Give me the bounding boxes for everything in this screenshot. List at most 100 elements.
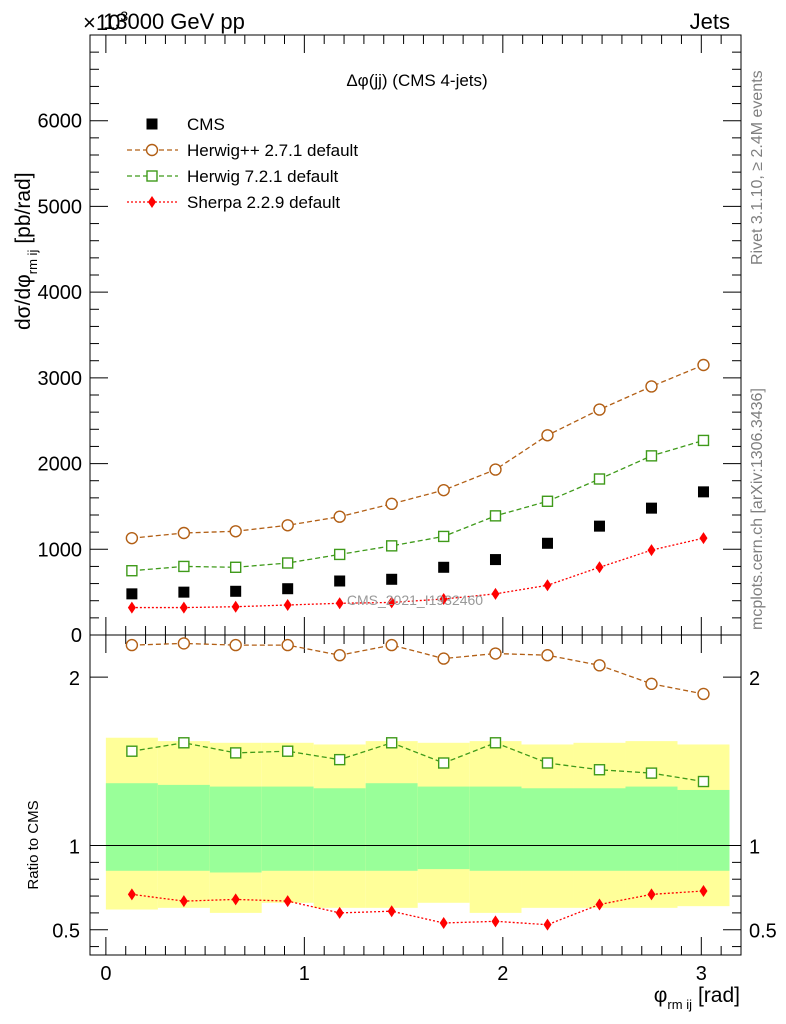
band-inner-bin <box>573 788 626 871</box>
ratio-data-point <box>595 898 604 911</box>
data-point <box>647 544 656 557</box>
mcplots-label: mcplots.cern.ch [arXiv:1306.3436] <box>749 388 766 630</box>
series-line <box>131 537 704 609</box>
watermark-label: CMS_2021_I1932460 <box>347 592 483 608</box>
data-point <box>385 540 398 552</box>
ratio-data-point <box>333 753 346 766</box>
ratio-data-point <box>439 917 448 929</box>
ratio-data-point <box>178 737 190 749</box>
band-inner-bin <box>469 786 522 871</box>
data-point <box>178 586 190 598</box>
x-tick-label: 1 <box>299 963 310 985</box>
x-axis-label: φrm ij [rad] <box>654 984 740 1012</box>
ratio-data-point <box>489 647 502 660</box>
legend-marker <box>145 143 159 157</box>
ratio-y-tick-label: 2 <box>69 668 80 690</box>
data-point <box>541 429 554 442</box>
band-inner-bin <box>261 786 314 871</box>
ratio-data-point <box>229 747 242 759</box>
multiplier-label: ×103 <box>83 8 128 35</box>
ratio-data-point <box>593 659 606 672</box>
ratio-series-line <box>131 642 704 695</box>
data-point <box>335 597 344 610</box>
data-point <box>543 579 552 592</box>
plot-title: Δφ(jj) (CMS 4-jets) <box>346 71 487 90</box>
main-y-tick-label: 2000 <box>38 454 83 476</box>
ratio-y-tick-label-right: 1 <box>749 837 760 859</box>
ratio-data-point <box>491 915 500 928</box>
data-point <box>645 450 658 462</box>
ratio-data-point <box>437 757 450 769</box>
data-point <box>230 585 242 597</box>
x-tick-label: 2 <box>497 963 508 985</box>
main-y-tick-label: 5000 <box>38 196 83 218</box>
data-point <box>593 520 605 532</box>
data-point <box>281 557 294 569</box>
data-point <box>438 561 450 573</box>
data-point <box>541 537 553 549</box>
ratio-data-point <box>125 638 139 652</box>
data-point <box>489 463 502 476</box>
ratio-data-point <box>126 745 138 757</box>
ratio-y-tick-label-right: 2 <box>749 668 760 690</box>
data-point <box>126 588 138 600</box>
data-point <box>333 510 346 523</box>
data-point <box>489 554 501 566</box>
data-point <box>439 593 448 605</box>
data-point <box>595 561 604 574</box>
legend: CMS Herwig++ 2.7.1 default Herwig 7.2.1 de… <box>127 115 358 212</box>
ratio-data-point <box>385 737 398 749</box>
data-point <box>491 587 500 600</box>
data-point <box>437 530 450 543</box>
ratio-data-point <box>177 637 191 650</box>
ratio-series-line <box>131 890 704 926</box>
data-point <box>645 380 658 393</box>
ratio-data-point <box>385 638 398 652</box>
data-point <box>178 560 190 573</box>
data-point <box>333 548 346 561</box>
ratio-data-point <box>333 649 346 662</box>
main-y-tick-label: 0 <box>71 625 82 647</box>
ratio-series-line <box>131 742 704 783</box>
ratio-data-point <box>593 764 606 776</box>
band-inner-bin <box>677 789 730 871</box>
data-point <box>541 495 554 507</box>
data-point <box>231 600 240 613</box>
main-y-tick-label: 4000 <box>38 282 83 304</box>
ratio-data-point <box>179 895 188 908</box>
ratio-data-point <box>697 775 710 788</box>
legend-label: Herwig++ 2.7.1 default <box>187 141 358 160</box>
data-point <box>699 532 708 545</box>
ratio-frame <box>89 634 742 956</box>
main-y-axis-label: dσ/dφrm ij[pb/rad] <box>12 172 40 330</box>
ratio-data-point <box>437 652 450 665</box>
data-point <box>229 525 242 538</box>
ratio-y-tick-label: 1 <box>69 837 80 859</box>
data-point <box>177 526 191 540</box>
legend-label: Sherpa 2.2.9 default <box>187 193 340 212</box>
rivet-label: Rivet 3.1.10, ≥ 2.4M events <box>749 70 766 265</box>
data-point <box>385 497 398 511</box>
legend-label: Herwig 7.2.1 default <box>187 167 338 186</box>
ratio-data-point <box>645 677 658 691</box>
data-point <box>697 358 710 372</box>
ratio-data-point <box>281 745 294 757</box>
x-tick-label: 0 <box>100 963 111 985</box>
ratio-data-point <box>541 649 554 662</box>
data-point <box>125 531 139 545</box>
ratio-data-point <box>229 638 242 652</box>
data-point <box>593 403 606 416</box>
band-inner-bin <box>417 786 470 870</box>
main-y-tick-label: 6000 <box>38 111 83 133</box>
ratio-y-tick-label: 0.5 <box>52 921 80 943</box>
data-point <box>489 510 502 522</box>
data-point <box>229 561 242 573</box>
ratio-y-tick-label-right: 0.5 <box>749 921 777 943</box>
data-point <box>387 596 396 609</box>
band-inner-bin <box>105 783 158 871</box>
ratio-data-point <box>281 638 294 652</box>
band-inner-bin <box>365 783 418 871</box>
data-point <box>593 473 606 485</box>
data-point <box>179 601 188 614</box>
band-inner-bin <box>625 786 678 871</box>
